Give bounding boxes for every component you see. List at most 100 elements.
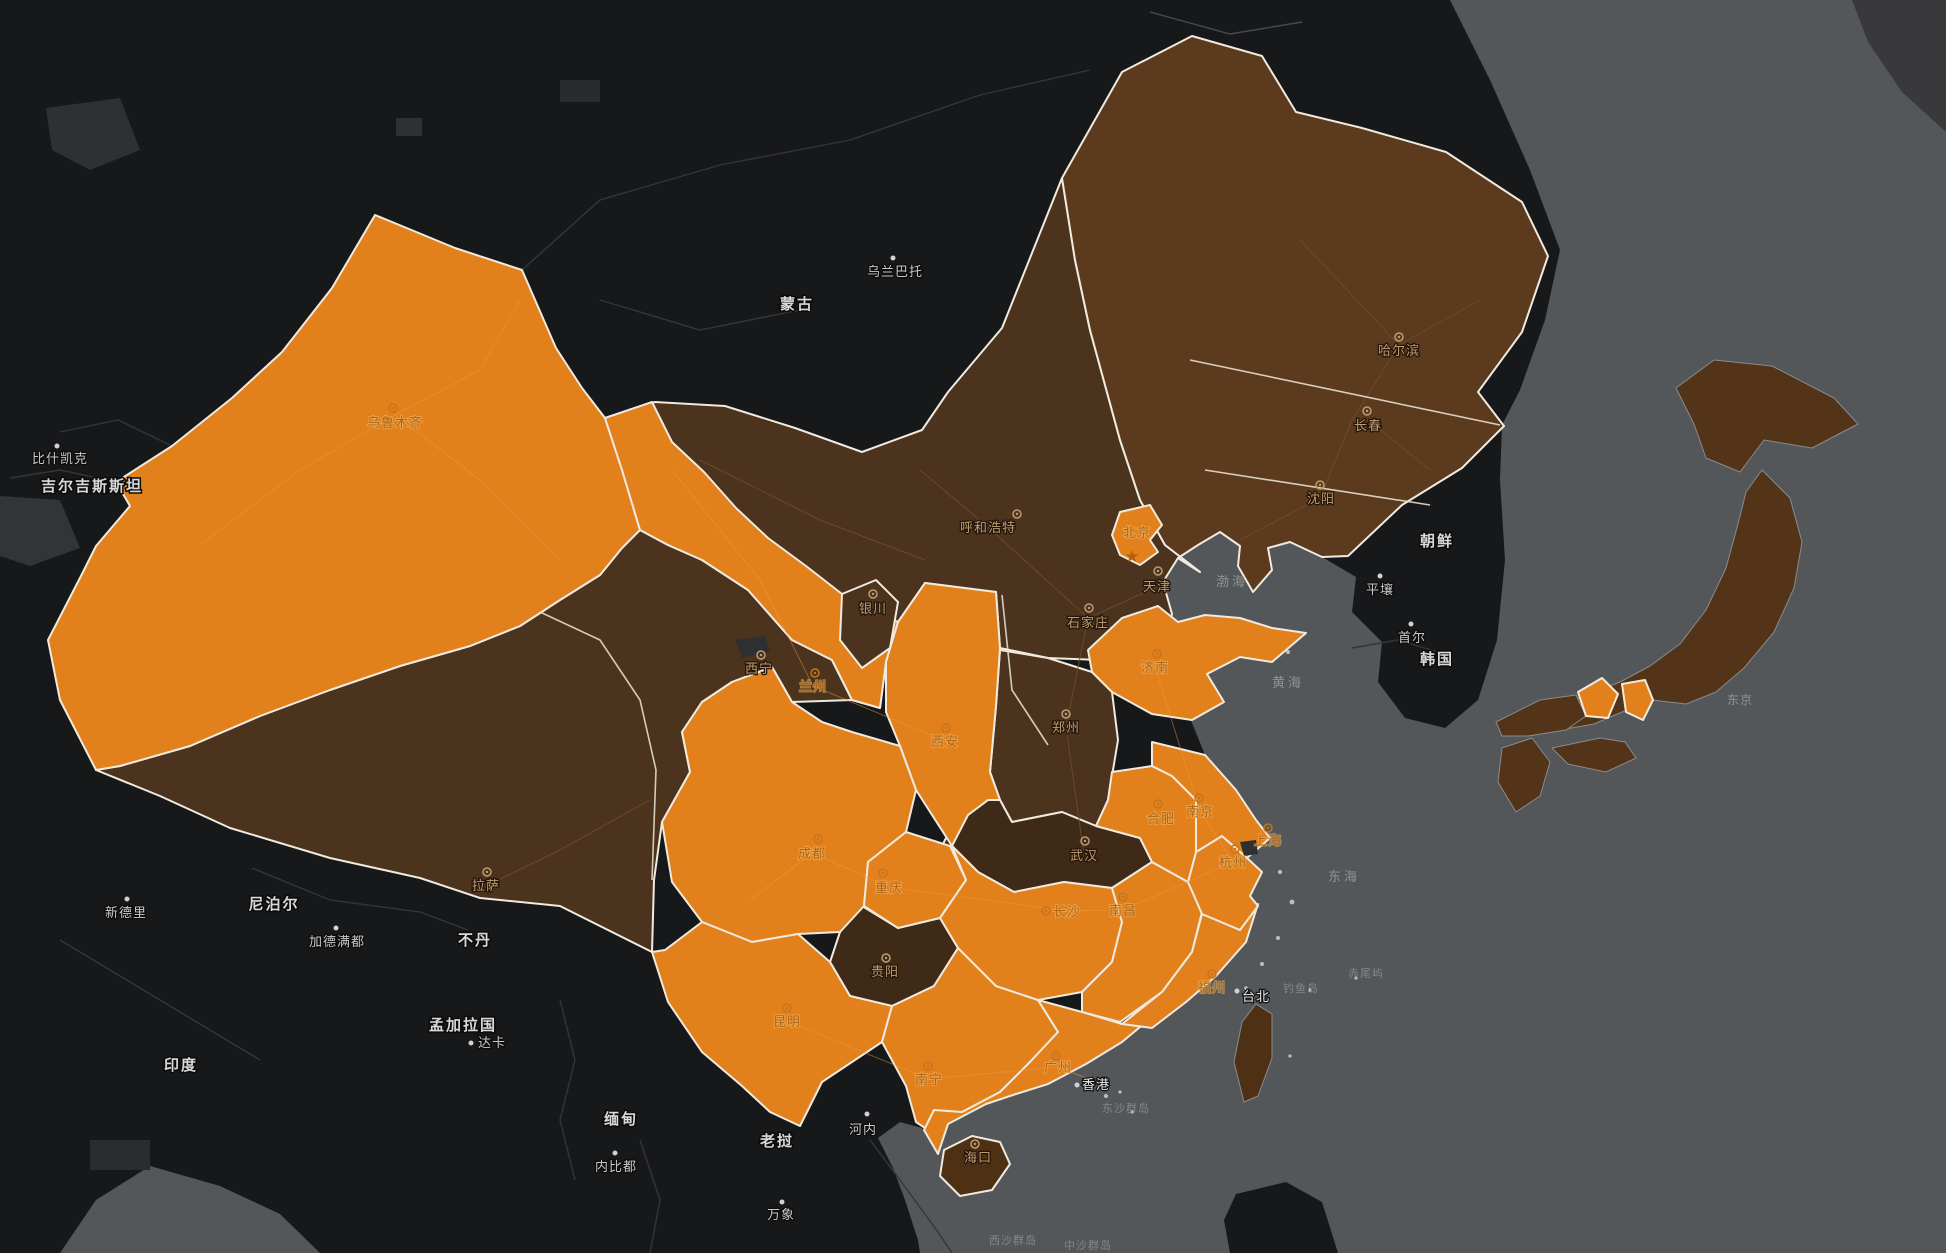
city-ring-marker	[881, 953, 891, 963]
capital-dot	[779, 1199, 785, 1205]
region-taiwan[interactable]	[1233, 1003, 1273, 1103]
city-ring-center	[1083, 839, 1087, 843]
coastal-islets	[1104, 650, 1358, 1114]
city-ring-marker	[810, 668, 820, 678]
label-city_tan: 拉萨	[472, 879, 500, 894]
label-sea: 东海	[1328, 870, 1360, 885]
label-sea: 黄海	[1272, 676, 1304, 691]
label-country: 老挝	[759, 1132, 794, 1150]
capital-dot	[468, 1040, 474, 1046]
city-ring-marker	[1118, 892, 1128, 902]
label-capital: 乌兰巴托	[867, 264, 923, 280]
label-city_orange: 南京	[1186, 804, 1214, 820]
lakes	[735, 636, 1258, 856]
region-yunnan[interactable]	[651, 921, 893, 1127]
label-capital: 平壤	[1366, 582, 1394, 598]
city-ring-marker	[1394, 332, 1404, 342]
label-country: 朝鲜	[1420, 532, 1454, 550]
region-xinjiang[interactable]	[47, 214, 641, 771]
label-capital: 新德里	[105, 905, 147, 921]
city-ring-center	[1044, 909, 1048, 913]
city-ring-center	[1397, 335, 1401, 339]
city-ring-marker	[1263, 823, 1273, 833]
city-ring-marker	[1061, 709, 1071, 719]
city-ring-marker	[1084, 603, 1094, 613]
roads-brown	[485, 239, 1481, 887]
region-shaanxi[interactable]	[885, 582, 1001, 847]
capital-dot	[1234, 988, 1240, 994]
city-ring-center	[1054, 1054, 1058, 1058]
label-city_white: 台北	[1242, 990, 1270, 1005]
label-city_tan: 沈阳	[1307, 492, 1335, 507]
region-shandong[interactable]	[1087, 605, 1307, 721]
city-ring-marker	[1080, 836, 1090, 846]
label-city_tan: 哈尔滨	[1378, 343, 1420, 359]
city-ring-marker	[1051, 1051, 1061, 1061]
label-city_tan: 天津	[1143, 580, 1171, 595]
label-city_orange: 昆明	[773, 1015, 801, 1030]
region-jiangsu[interactable]	[1151, 741, 1271, 859]
label-capital: 比什凯克	[32, 452, 88, 467]
city-ring-center	[1156, 802, 1160, 806]
label-islet: 东沙群岛	[1102, 1101, 1150, 1115]
label-city_orange: 重庆	[875, 880, 903, 896]
label-country: 尼泊尔	[248, 895, 299, 913]
city-ring-marker	[878, 868, 888, 878]
label-city_white: 香港	[1082, 1078, 1110, 1093]
region-hainan[interactable]	[939, 1135, 1011, 1197]
capital-dot	[333, 925, 339, 931]
label-islet: 赤尾屿	[1348, 967, 1384, 980]
city-ring-marker	[941, 723, 951, 733]
label-city_orange: 成都	[798, 847, 826, 862]
city-ring-marker	[1362, 406, 1372, 416]
label-country: 蒙古	[780, 295, 814, 313]
city-ring-center	[1266, 826, 1270, 830]
label-city_orange: 合肥	[1147, 812, 1175, 827]
city-ring-marker	[1153, 799, 1163, 809]
city-ring-center	[1210, 972, 1214, 976]
capital-star-marker: ★	[1124, 547, 1139, 567]
foreign-borders	[9, 11, 1439, 1253]
label-city_orange: 南宁	[915, 1072, 943, 1088]
label-city_tan: 郑州	[1052, 721, 1080, 736]
city-ring-center	[785, 1006, 789, 1010]
city-ring-marker	[868, 589, 878, 599]
japan-islands	[1495, 359, 1859, 813]
label-islet: 西沙群岛	[989, 1233, 1037, 1247]
capital-dot	[124, 896, 130, 902]
city-ring-marker	[1315, 480, 1325, 490]
label-capital: 首尔	[1398, 631, 1426, 646]
label-city_tan: 长春	[1354, 419, 1382, 434]
label-islet: 中沙群岛	[1064, 1238, 1112, 1252]
label-city_orange: 济南	[1141, 660, 1169, 676]
label-city_orange: 广州	[1044, 1061, 1072, 1076]
city-ring-marker	[782, 1003, 792, 1013]
label-country: 印度	[164, 1056, 198, 1074]
label-capital: 内比都	[595, 1159, 637, 1175]
capital-dot	[612, 1150, 618, 1156]
city-ring-center	[391, 406, 395, 410]
capital-dot	[890, 255, 896, 261]
label-country: 不丹	[458, 931, 492, 949]
label-city_orange: 南昌	[1109, 903, 1137, 919]
city-ring-marker	[1230, 844, 1240, 854]
label-city_orange: 长沙	[1053, 905, 1081, 920]
city-ring-center	[973, 1142, 977, 1146]
city-ring-marker	[756, 650, 766, 660]
label-city_orange: 北京	[1123, 526, 1151, 541]
city-ring-center	[759, 653, 763, 657]
region-fujian[interactable]	[1121, 903, 1259, 1029]
city-ring-center	[1087, 606, 1091, 610]
city-ring-center	[884, 956, 888, 960]
city-ring-center	[813, 671, 817, 675]
city-ring-center	[485, 870, 489, 874]
region-beijing[interactable]	[1111, 504, 1163, 566]
city-ring-center	[816, 837, 820, 841]
capital-dot	[1408, 621, 1414, 627]
label-country: 韩国	[1420, 650, 1454, 668]
label-islet: 钓鱼岛	[1283, 981, 1319, 995]
city-ring-center	[871, 592, 875, 596]
city-ring-marker	[970, 1139, 980, 1149]
